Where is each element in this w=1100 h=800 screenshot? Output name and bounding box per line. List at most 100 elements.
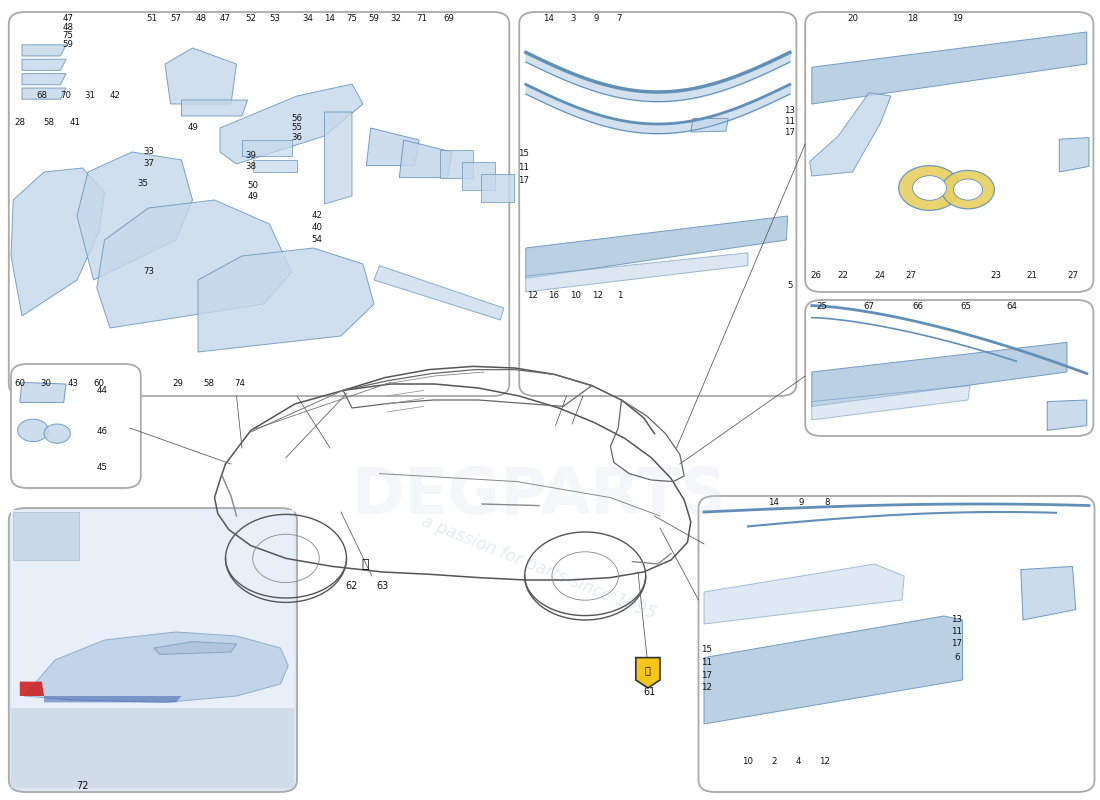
Text: 27: 27 [905, 271, 916, 281]
Polygon shape [242, 140, 292, 156]
Text: 42: 42 [110, 91, 121, 101]
Circle shape [913, 176, 946, 200]
Text: 7: 7 [616, 14, 623, 23]
Text: 32: 32 [390, 14, 402, 23]
Polygon shape [704, 616, 962, 724]
Text: 47: 47 [63, 14, 74, 23]
Text: 26: 26 [811, 271, 822, 281]
Text: 37: 37 [143, 159, 154, 169]
Circle shape [899, 166, 960, 210]
Polygon shape [366, 128, 419, 166]
Text: 13: 13 [952, 615, 962, 625]
Text: 72: 72 [76, 781, 89, 790]
Polygon shape [11, 168, 104, 316]
Polygon shape [526, 253, 748, 292]
Text: 13: 13 [784, 106, 795, 115]
Text: 63: 63 [376, 582, 389, 591]
Polygon shape [22, 88, 66, 99]
Text: 14: 14 [768, 498, 779, 507]
Polygon shape [24, 632, 288, 702]
Text: 43: 43 [67, 379, 78, 389]
Text: 29: 29 [173, 379, 184, 389]
Text: 50: 50 [248, 181, 258, 190]
Text: 64: 64 [1006, 302, 1018, 311]
Text: 15: 15 [518, 149, 529, 158]
Text: 3: 3 [571, 14, 576, 23]
Text: 14: 14 [324, 14, 336, 23]
Text: 59: 59 [368, 14, 379, 23]
Polygon shape [704, 564, 904, 624]
FancyBboxPatch shape [519, 12, 796, 396]
Text: 74: 74 [234, 379, 245, 389]
Text: 34: 34 [302, 14, 313, 23]
Text: 49: 49 [248, 192, 258, 202]
Polygon shape [526, 216, 788, 278]
Text: 11: 11 [784, 117, 795, 126]
Text: 16: 16 [548, 291, 559, 301]
Text: 18: 18 [908, 14, 918, 23]
Text: 35: 35 [138, 179, 148, 189]
Text: 54: 54 [311, 235, 322, 245]
Text: 75: 75 [346, 14, 358, 23]
Text: 44: 44 [97, 386, 108, 395]
Text: 25: 25 [816, 302, 827, 311]
Text: 48: 48 [196, 14, 207, 23]
Text: 🐎: 🐎 [362, 558, 369, 570]
Text: 10: 10 [570, 291, 581, 301]
Text: 6: 6 [955, 653, 959, 662]
Text: 68: 68 [36, 91, 47, 101]
Polygon shape [253, 160, 297, 172]
Text: 31: 31 [85, 91, 96, 101]
Text: 56: 56 [292, 114, 302, 123]
Text: 61: 61 [642, 687, 656, 697]
Text: 17: 17 [784, 128, 795, 138]
Circle shape [954, 179, 982, 200]
Text: 40: 40 [311, 222, 322, 232]
Text: 36: 36 [292, 133, 302, 142]
Text: 48: 48 [63, 22, 74, 32]
Text: 51: 51 [146, 14, 157, 23]
Circle shape [44, 424, 70, 443]
Text: 11: 11 [952, 627, 962, 637]
Text: 🐎: 🐎 [645, 666, 651, 675]
Text: 12: 12 [527, 291, 538, 301]
Text: 47: 47 [220, 14, 231, 23]
Polygon shape [374, 266, 504, 320]
Polygon shape [1021, 566, 1076, 620]
Text: 60: 60 [14, 379, 25, 389]
Polygon shape [481, 174, 514, 202]
Text: 60: 60 [94, 379, 104, 389]
Polygon shape [636, 658, 660, 688]
Text: 17: 17 [518, 176, 529, 186]
Polygon shape [1047, 400, 1087, 430]
Text: 55: 55 [292, 123, 302, 133]
FancyBboxPatch shape [698, 496, 1094, 792]
Text: 65: 65 [960, 302, 971, 311]
Polygon shape [399, 140, 452, 178]
Polygon shape [220, 84, 363, 164]
Polygon shape [810, 93, 891, 176]
Polygon shape [462, 162, 495, 190]
Text: 19: 19 [952, 14, 962, 23]
Text: 59: 59 [63, 40, 74, 50]
Text: 75: 75 [63, 31, 74, 41]
Polygon shape [182, 100, 248, 116]
Circle shape [18, 419, 48, 442]
Text: 57: 57 [170, 14, 182, 23]
Polygon shape [691, 118, 728, 132]
Polygon shape [22, 59, 66, 70]
Polygon shape [44, 696, 182, 702]
Text: 12: 12 [701, 683, 712, 693]
Polygon shape [165, 48, 236, 104]
Text: 45: 45 [97, 463, 108, 473]
Text: 42: 42 [311, 211, 322, 221]
Polygon shape [20, 382, 66, 402]
Polygon shape [198, 248, 374, 352]
Polygon shape [324, 112, 352, 204]
Text: 41: 41 [69, 118, 80, 127]
Polygon shape [440, 150, 473, 178]
Polygon shape [97, 200, 292, 328]
Text: 39: 39 [245, 151, 256, 161]
Bar [11, 510, 294, 788]
Text: 4: 4 [796, 757, 801, 766]
